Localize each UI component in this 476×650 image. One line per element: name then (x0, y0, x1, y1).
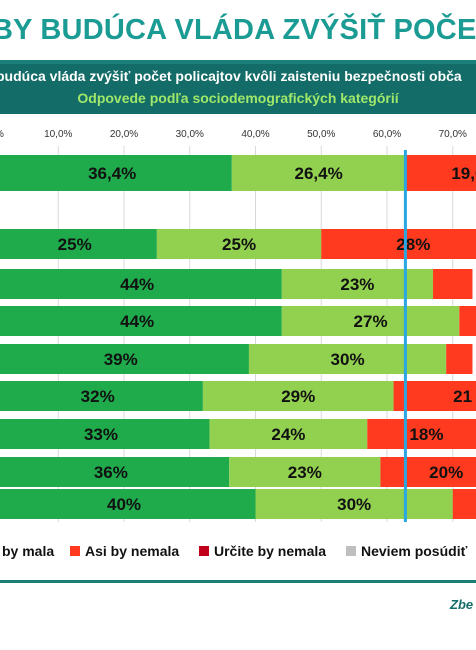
x-tick-label: 50,0% (307, 129, 335, 140)
bar-segment-asi-by-mala (156, 229, 322, 259)
data-label: 21 (453, 387, 472, 406)
legend-label-urcite-by-nemala: Určite by nemala (214, 543, 327, 559)
data-label: 18% (409, 425, 443, 444)
subtitle-categories: Odpovede podľa sociodemografických kateg… (77, 90, 399, 106)
bar-segment-urcite-by-mala (0, 344, 249, 374)
data-label: 20% (429, 463, 463, 482)
data-label: 26,4% (295, 164, 343, 183)
bar-segment-asi-by-nemala (452, 489, 476, 519)
bar-segment-asi-by-nemala (405, 155, 476, 191)
bar-segment-asi-by-mala (202, 381, 394, 411)
bar-segment-urcite-by-mala (0, 489, 256, 519)
x-tick-label: 40,0% (241, 129, 269, 140)
bar-segment-asi-by-nemala (459, 306, 476, 336)
subtitle-banner: budúca vláda zvýšiť počet policajtov kvô… (0, 64, 476, 114)
bar-segment-asi-by-mala (255, 489, 453, 519)
bar-segment-asi-by-mala (209, 419, 368, 449)
data-label: 19,0 (451, 164, 476, 183)
chart-title: BY BUDÚCA VLÁDA ZVÝŠIŤ POČET POLICA (0, 0, 476, 60)
bar-segment-urcite-by-mala (0, 419, 210, 449)
legend-item-asi-by-nemala: Asi by nemala (70, 543, 179, 559)
bar-segment-urcite-by-mala (0, 381, 203, 411)
bar-segment-urcite-by-mala (0, 269, 282, 299)
x-tick-label: 10,0% (44, 129, 72, 140)
x-tick-label: 0,0% (0, 129, 4, 140)
legend-item-neviem-posudit: Neviem posúdiť (346, 543, 467, 559)
data-label: 32% (81, 387, 115, 406)
subtitle-question: budúca vláda zvýšiť počet policajtov kvô… (0, 68, 462, 84)
x-tick-label: 70,0% (439, 129, 467, 140)
data-label: 44% (120, 312, 154, 331)
legend-label-asi-by-nemala: Asi by nemala (85, 543, 180, 559)
bar-segment-urcite-by-mala (0, 229, 157, 259)
legend-label-neviem-posudit: Neviem posúdiť (361, 543, 468, 559)
bar-segment-asi-by-mala (281, 306, 460, 336)
legend-swatch-asi-by-nemala (70, 546, 80, 556)
stacked-bar-chart: 0,0% 10,0% 20,0% 30,0% 40,0% 50,0% 60,0% 70,0% 3… (0, 129, 476, 522)
data-label: 29% (281, 387, 315, 406)
data-label: 33% (84, 425, 118, 444)
data-label: 40% (107, 495, 141, 514)
data-label: 44% (120, 275, 154, 294)
data-label: 36,4% (88, 164, 136, 183)
bar-segment-urcite-by-mala (0, 155, 232, 191)
data-label: 23% (340, 275, 374, 294)
legend-label-by-mala: by mala (2, 543, 55, 559)
legend-swatch-neviem-posudit (346, 546, 356, 556)
bar-segment-asi-by-mala (231, 155, 406, 191)
source-note: Zbe (450, 597, 474, 612)
legend-item-urcite-by-nemala: Určite by nemala (199, 543, 326, 559)
bar-segment-asi-by-nemala (446, 344, 473, 374)
title-underline (0, 60, 476, 64)
x-tick-label: 20,0% (110, 129, 138, 140)
data-label: 30% (337, 495, 371, 514)
bar-segment-asi-by-mala (281, 269, 434, 299)
data-label: 23% (288, 463, 322, 482)
bar-segment-urcite-by-mala (0, 457, 230, 487)
bar-segment-asi-by-nemala (367, 419, 476, 449)
legend-item-by-mala: by mala (2, 543, 54, 559)
data-label: 36% (94, 463, 128, 482)
footer-divider (0, 580, 476, 583)
legend: by mala Asi by nemala Určite by nemala N… (0, 543, 476, 563)
data-label: 25% (58, 235, 92, 254)
data-label: 39% (104, 350, 138, 369)
bar-segment-asi-by-nemala (433, 269, 473, 299)
data-label: 27% (354, 312, 388, 331)
data-label: 30% (331, 350, 365, 369)
bar-segment-asi-by-nemala (321, 229, 476, 259)
data-label: 28% (396, 235, 430, 254)
x-tick-label: 30,0% (176, 129, 204, 140)
x-tick-label: 60,0% (373, 129, 401, 140)
legend-swatch-urcite-by-nemala (199, 546, 209, 556)
bar-segment-urcite-by-mala (0, 306, 282, 336)
bar-segment-asi-by-nemala (380, 457, 476, 487)
bar-segment-asi-by-nemala (393, 381, 476, 411)
bar-segment-asi-by-mala (248, 344, 447, 374)
data-label: 24% (271, 425, 305, 444)
bar-segment-asi-by-mala (229, 457, 381, 487)
data-label: 25% (222, 235, 256, 254)
